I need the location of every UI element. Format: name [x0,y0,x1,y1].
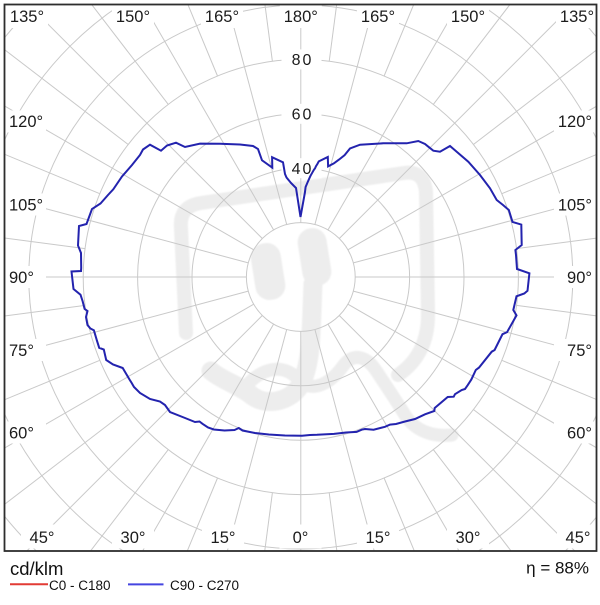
svg-text:120°: 120° [558,113,592,131]
svg-text:C0 - C180: C0 - C180 [49,578,111,593]
svg-text:75°: 75° [567,342,592,360]
svg-text:45°: 45° [566,529,591,547]
svg-text:cd/klm: cd/klm [10,558,63,579]
svg-text:165°: 165° [205,8,239,26]
svg-text:105°: 105° [558,196,592,214]
svg-text:120°: 120° [9,113,43,131]
svg-text:C90 - C270: C90 - C270 [170,578,239,593]
svg-text:105°: 105° [9,196,43,214]
svg-text:90°: 90° [9,269,34,287]
svg-text:80: 80 [292,52,314,69]
svg-text:75°: 75° [9,342,34,360]
svg-text:15°: 15° [366,529,391,547]
svg-text:150°: 150° [116,8,150,26]
svg-text:15°: 15° [211,529,236,547]
svg-text:60°: 60° [567,424,592,442]
svg-text:30°: 30° [121,529,146,547]
svg-text:90°: 90° [567,269,592,287]
svg-text:60°: 60° [9,424,34,442]
svg-text:45°: 45° [30,529,55,547]
svg-text:150°: 150° [451,8,485,26]
svg-text:180°: 180° [284,8,318,26]
svg-text:30°: 30° [456,529,481,547]
svg-text:η = 88%: η = 88% [526,559,589,578]
svg-text:0°: 0° [293,529,309,547]
svg-text:165°: 165° [361,8,395,26]
svg-text:135°: 135° [560,8,594,26]
svg-text:60: 60 [292,107,314,124]
svg-text:135°: 135° [10,8,44,26]
